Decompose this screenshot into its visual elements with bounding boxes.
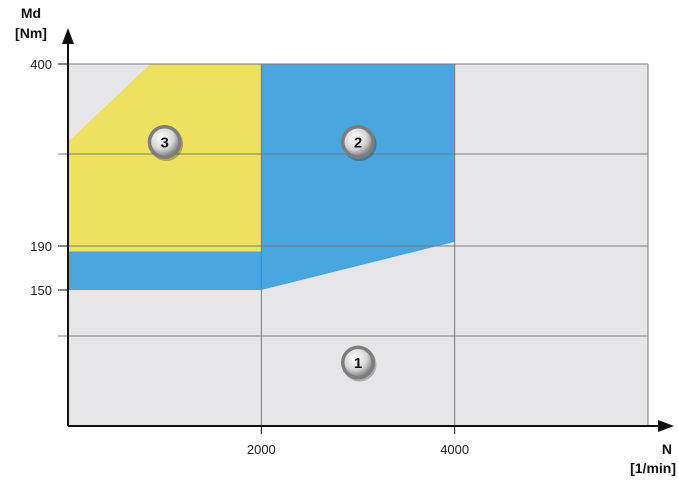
x-axis-label: N — [662, 441, 672, 457]
region-badge-label-3: 3 — [160, 135, 168, 152]
region-badge-face-1 — [344, 349, 372, 377]
badges-layer: 1 2 3 — [147, 125, 377, 382]
y-tick-label-150: 150 — [30, 283, 52, 298]
region-badge-face-3 — [151, 128, 179, 156]
ticks-layer: 150 190 400 2000 4000 — [30, 57, 469, 457]
x-tick-label-2000: 2000 — [247, 442, 276, 457]
y-tick-label-400: 400 — [30, 57, 52, 72]
x-tick-label-4000: 4000 — [440, 442, 469, 457]
region-badge-3: 3 — [147, 125, 184, 161]
y-axis-arrow-icon — [62, 28, 74, 44]
axes-layer — [62, 28, 674, 432]
y-axis-label: Md — [21, 5, 41, 21]
x-axis-unit: [1/min] — [630, 460, 676, 476]
y-tick-label-190: 190 — [30, 239, 52, 254]
region-badge-2: 2 — [341, 125, 377, 161]
region-badge-label-1: 1 — [354, 355, 362, 372]
x-axis-arrow-icon — [658, 420, 674, 432]
y-axis-unit: [Nm] — [15, 25, 47, 41]
region-badge-face-2 — [344, 128, 372, 156]
region-badge-label-2: 2 — [354, 135, 362, 152]
region-badge-1: 1 — [341, 345, 377, 382]
